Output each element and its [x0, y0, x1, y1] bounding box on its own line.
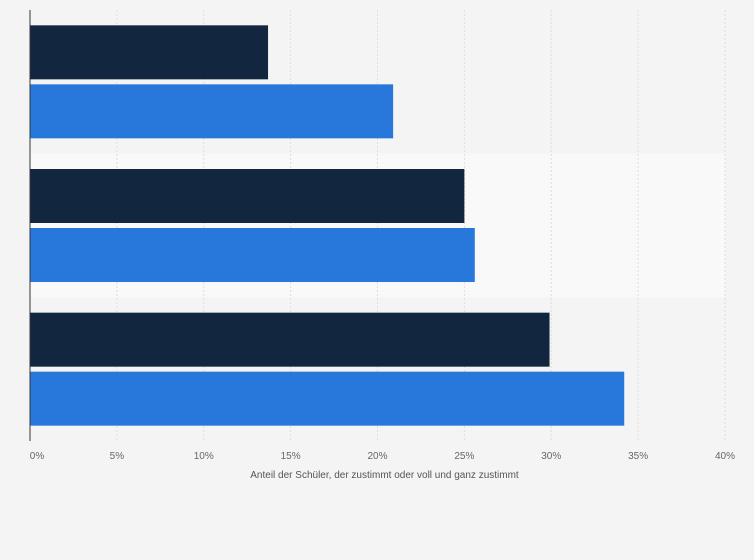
x-tick-label: 30% [541, 451, 561, 462]
bar[interactable] [30, 228, 475, 282]
x-tick-label: 5% [110, 451, 125, 462]
x-tick-label: 40% [715, 451, 735, 462]
bar[interactable] [30, 25, 269, 80]
x-tick-label: 20% [367, 451, 387, 462]
x-tick-label: 15% [281, 451, 301, 462]
bars [30, 25, 625, 426]
bar[interactable] [30, 371, 625, 426]
x-tick-labels: 0% 5% 10% 15% 20% 25% 30% 35% 40% [30, 451, 735, 462]
x-tick-label: 10% [194, 451, 214, 462]
x-tick-label: 0% [30, 451, 45, 462]
x-tick-label: 35% [628, 451, 648, 462]
x-axis-title: Anteil der Schüler, der zustimmt oder vo… [250, 470, 519, 481]
bar[interactable] [30, 84, 394, 139]
bar[interactable] [30, 312, 550, 367]
bar[interactable] [30, 169, 465, 223]
x-tick-label: 25% [454, 451, 474, 462]
